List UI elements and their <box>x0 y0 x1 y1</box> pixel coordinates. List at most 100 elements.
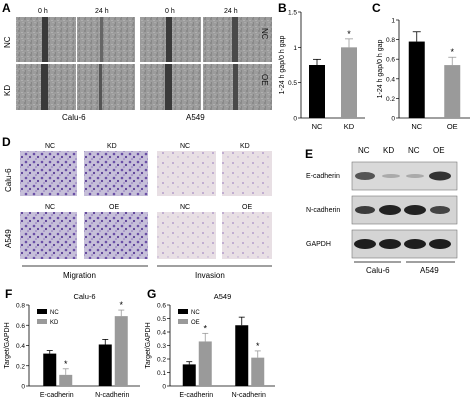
wound-gap <box>165 64 172 110</box>
wound-gap <box>41 64 48 110</box>
y-tick-label: 0.4 <box>16 343 25 350</box>
y-tick-label: 0.4 <box>386 76 395 83</box>
significance-marker: * <box>256 341 260 351</box>
panel-c: C 0 0.2 0.4 0.6 0.8 1 1-24 h gap/0 h gap NC * OE <box>372 1 470 131</box>
d-col-label: OE <box>109 204 119 211</box>
chart-b: 0 0.5 1 1.5 1-24 h gap/0 h gap NC * KD <box>279 10 365 131</box>
panel-d: D NC KD NC KD NC OE NC OE Calu-6 A549 Mi… <box>2 135 272 280</box>
chart-c: 0 0.2 0.4 0.6 0.8 1 1-24 h gap/0 h gap NC * OE <box>377 18 470 131</box>
panel-f-label: F <box>5 287 12 301</box>
blot-band <box>404 239 426 249</box>
transwell-image <box>157 212 216 259</box>
bar <box>235 325 249 386</box>
d-col-label: NC <box>180 143 190 150</box>
y-tick-label: 0.2 <box>16 363 25 370</box>
d-row-label-a549: A549 <box>4 229 13 248</box>
lane-label: NC <box>408 146 420 155</box>
blot-band <box>355 206 375 214</box>
d-col-label: NC <box>180 204 190 211</box>
y-tick-label: 0 <box>162 384 166 391</box>
panel-f: F 0 0.2 0.4 0.6 0.8 Target/GAPDH * E-cadherin * N… <box>4 287 140 399</box>
cell-line-label-a549: A549 <box>186 113 205 122</box>
blot-band <box>382 174 400 178</box>
d-col-label: NC <box>45 143 55 150</box>
row-label-kd: KD <box>3 85 12 96</box>
y-tick-label: 0.1 <box>157 370 166 377</box>
bar <box>182 364 196 386</box>
blot-band <box>354 239 376 249</box>
d-col-label: NC <box>45 204 55 211</box>
panel-e-label: E <box>305 147 313 161</box>
x-tick-label: N-cadherin <box>95 392 129 399</box>
panel-g: G 0 0.1 0.2 0.3 0.4 0.5 0.6 Target/GAPDH * E-cadh… <box>145 287 275 399</box>
y-tick-label: 0.6 <box>16 323 25 330</box>
group-label-invasion: Invasion <box>195 271 225 280</box>
e-cell-line-label: Calu-6 <box>366 266 390 275</box>
time-label-4: 24 h <box>224 8 238 15</box>
significance-marker: * <box>450 47 454 57</box>
wound-gap <box>166 17 172 62</box>
panel-c-label: C <box>372 1 381 15</box>
blot-band <box>355 172 375 180</box>
bar <box>408 41 425 119</box>
panel-a: A 0 h 24 h 0 h 24 h NC KD NC OE Calu-6 A… <box>2 1 272 122</box>
lane-label: NC <box>358 146 370 155</box>
blot-band <box>404 205 426 215</box>
y-tick-label: 0 <box>391 116 395 123</box>
legend-swatch <box>37 319 47 324</box>
bar <box>114 316 128 386</box>
y-tick-label: 0 <box>21 384 25 391</box>
x-tick-label: KD <box>344 122 355 131</box>
d-col-label: OE <box>242 204 252 211</box>
y-tick-label: 0.6 <box>157 303 166 310</box>
x-tick-label: OE <box>447 122 458 131</box>
y-tick-label: 0.2 <box>386 96 395 103</box>
x-tick-label: E-cadherin <box>40 392 74 399</box>
y-tick-label: 0.2 <box>157 357 166 364</box>
transwell-image <box>84 212 148 259</box>
wound-gap <box>233 64 238 110</box>
e-cell-line-label: A549 <box>420 266 439 275</box>
panel-b: B 0 0.5 1 1.5 1-24 h gap/0 h gap NC * KD <box>278 1 365 131</box>
protein-label: GAPDH <box>306 241 331 248</box>
wound-image <box>77 17 135 62</box>
transwell-image <box>20 212 77 259</box>
protein-label: E-cadherin <box>306 173 340 180</box>
y-tick-label: 0.5 <box>157 316 166 323</box>
row-label-oe-right: OE <box>260 74 269 86</box>
legend-label: OE <box>191 320 200 326</box>
chart-g: 0 0.1 0.2 0.3 0.4 0.5 0.6 Target/GAPDH * E-cadher… <box>145 292 275 399</box>
y-tick-label: 0.6 <box>386 57 395 64</box>
legend-swatch <box>178 319 188 324</box>
panel-g-label: G <box>147 287 156 301</box>
y-tick-label: 0.5 <box>288 80 297 87</box>
y-tick-label: 0.4 <box>157 330 166 337</box>
legend-swatch <box>37 309 47 314</box>
legend-label: NC <box>50 310 59 316</box>
blot-band <box>406 174 424 178</box>
bar <box>444 65 461 118</box>
significance-marker: * <box>119 300 123 310</box>
panel-d-label: D <box>2 135 11 149</box>
chart-title: Calu-6 <box>73 292 95 301</box>
bar <box>98 344 112 386</box>
wound-gap <box>232 17 238 62</box>
bar <box>309 65 325 118</box>
y-axis-label: Target/GAPDH <box>4 322 11 368</box>
legend-swatch <box>178 309 188 314</box>
chart-f: 0 0.2 0.4 0.6 0.8 Target/GAPDH * E-cadherin * N-c… <box>4 292 140 399</box>
wound-gap <box>100 17 103 62</box>
x-tick-label: N-cadherin <box>232 392 266 399</box>
time-label-3: 0 h <box>165 8 175 15</box>
legend-label: KD <box>50 320 59 326</box>
lane-label: OE <box>433 146 445 155</box>
blot-band <box>379 239 401 249</box>
x-tick-label: NC <box>312 122 323 131</box>
transwell-image <box>20 151 77 196</box>
significance-marker: * <box>64 359 68 369</box>
chart-title: A549 <box>214 292 232 301</box>
legend-label: NC <box>191 310 200 316</box>
significance-marker: * <box>347 29 351 39</box>
row-label-nc-right: NC <box>260 28 269 40</box>
